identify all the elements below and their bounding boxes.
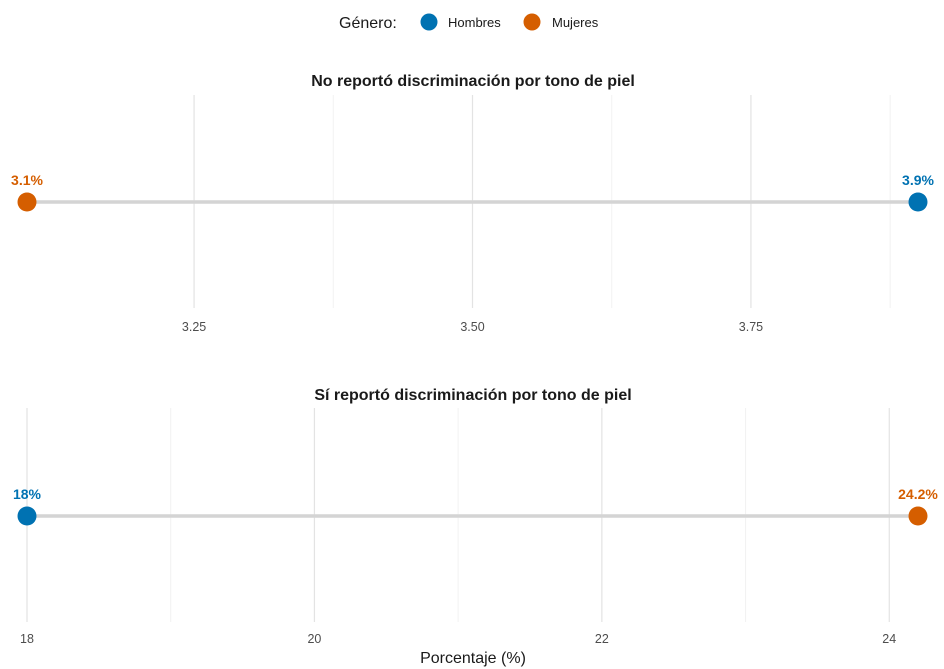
marks: 18% 24.2%	[13, 486, 938, 526]
panel-title: No reportó discriminación por tono de pi…	[311, 73, 635, 90]
legend-swatch-mujeres	[523, 13, 541, 31]
x-axis-ticks: 3.25 3.50 3.75	[182, 320, 763, 334]
x-axis-title: Porcentaje (%)	[420, 650, 526, 667]
x-tick-label: 18	[20, 632, 34, 646]
point-mujeres	[17, 192, 37, 212]
x-tick-label: 22	[595, 632, 609, 646]
point-mujeres	[908, 506, 928, 526]
point-hombres	[908, 192, 928, 212]
data-label-mujeres: 3.1%	[11, 172, 43, 188]
data-label-hombres: 18%	[13, 486, 42, 502]
x-tick-label: 20	[307, 632, 321, 646]
data-label-hombres: 3.9%	[902, 172, 934, 188]
marks: 3.9% 3.1%	[11, 172, 935, 212]
data-label-mujeres: 24.2%	[898, 486, 938, 502]
panel-title: Sí reportó discriminación por tono de pi…	[314, 387, 631, 404]
x-tick-label: 3.75	[739, 320, 763, 334]
legend-label-hombres: Hombres	[448, 15, 501, 30]
point-hombres	[17, 506, 37, 526]
panel-si-discriminacion: Sí reportó discriminación por tono de pi…	[13, 387, 938, 646]
x-tick-label: 3.25	[182, 320, 206, 334]
legend-label-mujeres: Mujeres	[552, 15, 599, 30]
panel-no-discriminacion: No reportó discriminación por tono de pi…	[11, 73, 934, 334]
legend-title: Género:	[339, 15, 397, 32]
legend-swatch-hombres	[420, 13, 438, 31]
x-axis-ticks: 18 20 22 24	[20, 632, 896, 646]
x-tick-label: 24	[882, 632, 896, 646]
x-tick-label: 3.50	[460, 320, 484, 334]
legend: Género: Hombres Mujeres	[339, 13, 599, 32]
